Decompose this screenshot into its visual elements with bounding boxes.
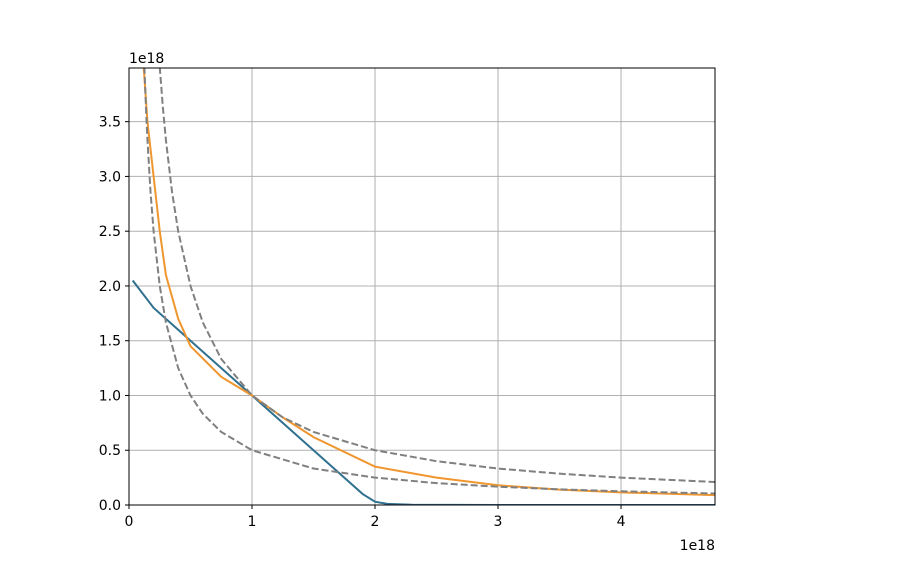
x-tick-label: 3 [494, 514, 503, 530]
line-series [143, 68, 715, 495]
y-offset-label: 1e18 [129, 51, 164, 67]
y-tick-label: 0.0 [99, 498, 121, 514]
y-tick-label: 2.5 [99, 224, 121, 240]
y-tick-label: 0.5 [99, 443, 121, 459]
plot-frame [128, 67, 716, 506]
y-tick-label: 3.0 [99, 169, 121, 185]
line-series [142, 68, 715, 497]
y-tick-label: 3.5 [99, 115, 121, 131]
x-tick-label: 2 [371, 514, 380, 530]
x-offset-label: 1e18 [680, 538, 715, 554]
x-tick-label: 0 [125, 514, 134, 530]
x-tick-label: 1 [248, 514, 257, 530]
y-tick-label: 1.5 [99, 334, 121, 350]
y-tick-label: 1.0 [99, 388, 121, 404]
line-series [158, 68, 715, 483]
x-tick-label: 4 [617, 514, 626, 530]
y-tick-label: 2.0 [99, 279, 121, 295]
line-series [131, 279, 715, 505]
